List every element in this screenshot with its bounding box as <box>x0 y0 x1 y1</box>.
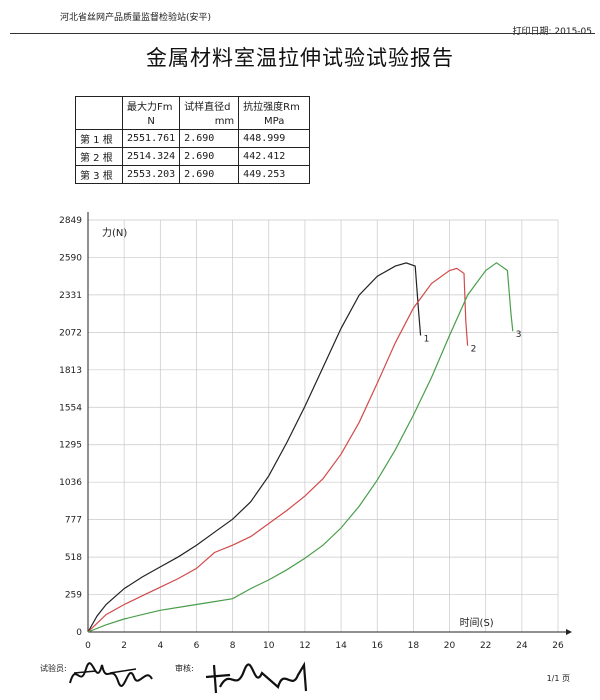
y-tick-label: 1295 <box>59 441 82 451</box>
x-tick-label: 16 <box>372 641 384 651</box>
x-tick-label: 10 <box>263 641 275 651</box>
x-tick-label: 22 <box>480 641 491 651</box>
row-label: 第 3 根 <box>75 165 123 184</box>
unit-tensile-strength: MPa <box>238 114 311 130</box>
report-footer: 试验员: 审核: 1/1 页 <box>0 655 600 700</box>
y-tick-label: 1036 <box>59 478 82 488</box>
cell-fm: 2553.203 <box>121 165 181 184</box>
cell-fm: 2514.324 <box>121 147 181 166</box>
chart-svg: 0259518777103612951554181320722331259028… <box>59 212 572 651</box>
x-tick-label: 4 <box>157 641 163 651</box>
x-tick-label: 6 <box>194 641 200 651</box>
series-line-3 <box>87 262 514 633</box>
row-label: 第 2 根 <box>75 147 123 166</box>
x-tick-label: 2 <box>121 641 127 651</box>
x-axis-arrow <box>566 629 572 635</box>
cell-fm: 2551.761 <box>121 129 181 148</box>
y-tick-label: 518 <box>65 553 82 563</box>
row-label: 第 1 根 <box>75 129 123 148</box>
y-tick-label: 777 <box>65 516 82 526</box>
cell-d: 2.690 <box>179 147 240 166</box>
cell-d: 2.690 <box>179 129 240 148</box>
table-unit-row: N mm MPa <box>76 114 311 130</box>
cell-d: 2.690 <box>179 165 240 184</box>
series-line-1 <box>87 262 422 633</box>
unit-diameter: mm <box>179 114 240 130</box>
report-title: 金属材料室温拉伸试验试验报告 <box>146 46 454 70</box>
page-number: 1/1 页 <box>546 674 570 683</box>
y-tick-label: 0 <box>76 628 82 638</box>
x-tick-label: 14 <box>335 641 347 651</box>
unit-max-force: N <box>121 114 181 130</box>
cell-rm: 442.412 <box>238 147 311 166</box>
x-tick-label: 18 <box>408 641 420 651</box>
y-tick-label: 2331 <box>59 291 82 301</box>
x-tick-label: 0 <box>85 641 91 651</box>
y-tick-label: 2590 <box>59 253 82 263</box>
series-label-2: 2 <box>471 345 477 355</box>
force-time-chart: 0 259 518 777 1036 1295 1554 1813 2072 2331 2590 28… <box>0 200 600 660</box>
table-corner-cell <box>75 96 123 130</box>
table-row: 第 2 根 2514.324 2.690 442.412 <box>75 147 311 166</box>
x-tick-label: 12 <box>299 641 310 651</box>
x-tick-label: 8 <box>230 641 236 651</box>
header-tensile-strength: 抗拉强度Rm <box>238 96 311 114</box>
x-axis-label: 时间(S) <box>460 616 494 629</box>
header-diameter: 试样直径d <box>179 96 240 114</box>
table-row: 第 1 根 2551.761 2.690 448.999 <box>75 129 311 148</box>
report-header: 河北省丝网产品质量监督检验站(安平) 打印日期: 2015-05 <box>0 0 600 37</box>
series-label-3: 3 <box>516 330 522 340</box>
y-axis-label: 力(N) <box>102 226 127 239</box>
y-tick-label: 259 <box>65 591 82 601</box>
y-tick-label: 2849 <box>59 216 82 226</box>
organization-name: 河北省丝网产品质量监督检验站(安平) <box>60 13 212 23</box>
cell-rm: 449.253 <box>238 165 311 184</box>
tester-label: 试验员: <box>40 664 67 673</box>
reviewer-label: 审核: <box>175 664 194 673</box>
y-tick-label: 2072 <box>59 328 82 338</box>
header-max-force: 最大力Fm <box>121 96 181 114</box>
tester-signature <box>69 662 153 687</box>
series-line-2 <box>87 267 469 633</box>
series-label-1: 1 <box>424 335 430 345</box>
y-tick-label: 1813 <box>59 366 82 376</box>
x-tick-label: 24 <box>516 641 528 651</box>
header-rule <box>10 33 595 34</box>
reviewer-signature <box>205 661 308 694</box>
x-tick-label: 20 <box>444 641 456 651</box>
x-tick-label: 26 <box>552 641 564 651</box>
table-header-row: 最大力Fm 试样直径d 抗拉强度Rm <box>75 96 311 130</box>
print-date: 打印日期: 2015-05 <box>512 27 593 37</box>
table-row: 第 3 根 2553.203 2.690 449.253 <box>75 165 311 184</box>
y-tick-label: 1554 <box>59 403 82 413</box>
cell-rm: 448.999 <box>238 129 311 148</box>
results-table: 最大力Fm 试样直径d 抗拉强度Rm N mm MPa 第 1 根 2551.7… <box>75 96 311 184</box>
